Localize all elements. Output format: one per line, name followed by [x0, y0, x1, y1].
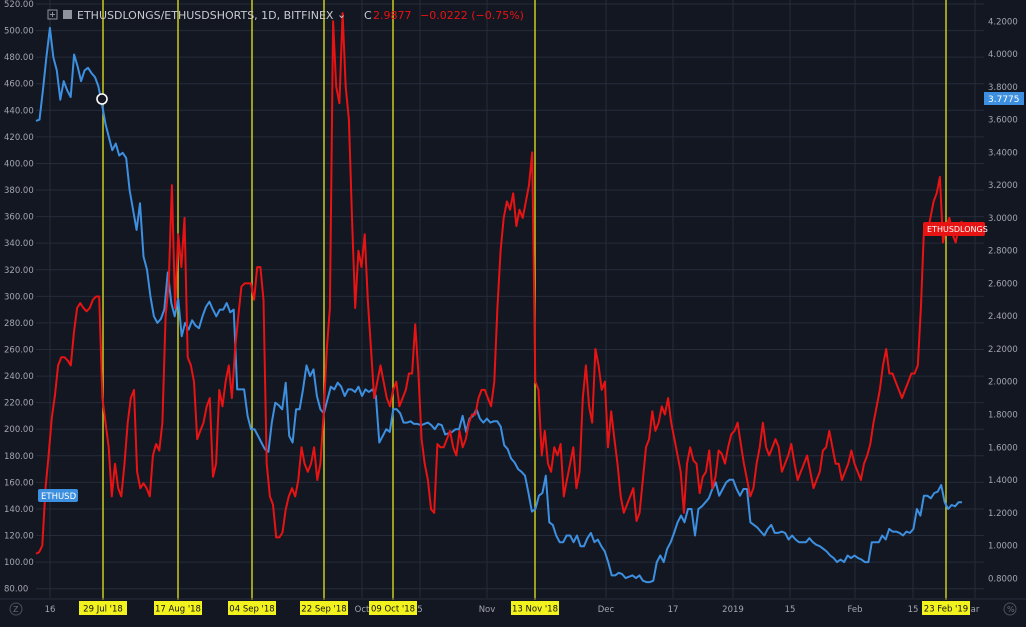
close-value: 2.9877 — [373, 9, 412, 22]
event-date-label: 09 Oct '18 — [371, 605, 415, 615]
zoom-button-circle[interactable] — [9, 602, 23, 616]
event-date-label: 22 Sep '18 — [301, 605, 346, 615]
time-axis-tick-label: Dec — [598, 605, 615, 615]
left-axis-tick-label: 460.00 — [4, 80, 34, 90]
scale-settings-circle[interactable] — [1003, 602, 1017, 616]
event-date-label-bg — [154, 601, 202, 615]
price-badge-bg — [984, 92, 1024, 105]
close-prefix: C — [364, 9, 372, 22]
time-axis-tick-label: 15 — [908, 605, 919, 615]
eye-square-icon[interactable] — [63, 10, 72, 19]
scale-settings-button[interactable]: % — [1003, 602, 1017, 616]
left-axis-tick-label: 160.00 — [4, 478, 34, 488]
time-axis-tick-label: 17 — [668, 605, 679, 615]
right-axis-tick-label: 4.0000 — [988, 50, 1018, 60]
event-date-label: 17 Aug '18 — [155, 605, 201, 615]
right-axis-tick-label: 4.2000 — [988, 17, 1018, 27]
right-axis-tick-label: 2.6000 — [988, 279, 1018, 289]
ethusd-badge-bg — [38, 489, 78, 502]
time-axis[interactable]: 16 Oct 5 Nov Dec 17 2019 15 Feb 15 ar 29 Jul '18 17 … — [0, 598, 1026, 615]
left-axis-tick-label: 380.00 — [4, 186, 34, 196]
left-axis-tick-label: 320.00 — [4, 266, 34, 276]
left-axis-tick-label: 280.00 — [4, 319, 34, 329]
left-axis-tick-label: 220.00 — [4, 399, 34, 409]
event-date-label: 29 Jul '18 — [83, 605, 123, 615]
left-axis-tick-label: 140.00 — [4, 505, 34, 515]
change-value: −0.0222 (−0.75%) — [420, 9, 524, 22]
zoom-button[interactable]: Z — [9, 602, 23, 616]
right-price-axis[interactable]: 0.8000 1.0000 1.2000 1.4000 1.6000 1.8000 2.00… — [988, 17, 1018, 584]
left-axis-tick-label: 200.00 — [4, 425, 34, 435]
right-axis-tick-label: 1.8000 — [988, 411, 1018, 421]
left-price-axis[interactable]: 80.00 100.00 120.00 140.00 160.00 180.00 200.0… — [4, 0, 34, 595]
right-axis-tick-label: 3.0000 — [988, 214, 1018, 224]
cursor-marker[interactable] — [96, 93, 108, 105]
event-date-label: 13 Nov '18 — [512, 605, 558, 615]
scale-settings-label: % — [1007, 605, 1015, 614]
ethusd-badge: ETHUSD — [38, 489, 78, 502]
series-layer — [35, 12, 963, 584]
left-axis-tick-label: 180.00 — [4, 452, 34, 462]
event-date-label-bg — [511, 601, 559, 615]
ethusd-series-line — [35, 26, 962, 584]
time-axis-tick-label: ar — [971, 605, 980, 615]
right-axis-tick-label: 2.2000 — [988, 345, 1018, 355]
time-axis-tick-label: 15 — [785, 605, 796, 615]
event-date-label-bg — [228, 601, 276, 615]
left-axis-tick-label: 240.00 — [4, 372, 34, 382]
left-axis-tick-label: 360.00 — [4, 213, 34, 223]
left-axis-tick-label: 260.00 — [4, 345, 34, 355]
time-axis-tick-label: 5 — [417, 605, 422, 615]
time-axis-tick-label: Nov — [479, 605, 496, 615]
left-axis-tick-label: 400.00 — [4, 159, 34, 169]
right-axis-tick-label: 1.6000 — [988, 443, 1018, 453]
right-axis-tick-label: 3.2000 — [988, 181, 1018, 191]
right-axis-tick-label: 1.4000 — [988, 476, 1018, 486]
time-axis-tick-label: Feb — [847, 605, 862, 615]
price-badge-label: 3.7775 — [988, 95, 1020, 105]
right-axis-tick-label: 3.6000 — [988, 116, 1018, 126]
ethusdlongs-series-line — [35, 12, 963, 555]
longs-badge: ETHUSDLONGS — [923, 222, 988, 236]
symbol-title[interactable]: ETHUSDLONGS/ETHUSDSHORTS, 1D, BITFINEX — [77, 9, 334, 22]
event-date-label-bg — [79, 601, 127, 615]
right-axis-tick-label: 2.4000 — [988, 312, 1018, 322]
left-axis-tick-label: 440.00 — [4, 106, 34, 116]
left-axis-tick-label: 520.00 — [4, 0, 34, 10]
right-axis-tick-label: 0.8000 — [988, 574, 1018, 584]
right-axis-tick-label: 2.8000 — [988, 247, 1018, 257]
left-axis-tick-label: 340.00 — [4, 239, 34, 249]
event-date-label-bg — [300, 601, 348, 615]
right-axis-tick-label: 1.2000 — [988, 509, 1018, 519]
right-axis-tick-label: 2.0000 — [988, 378, 1018, 388]
grid — [36, 0, 984, 598]
left-axis-tick-label: 100.00 — [4, 558, 34, 568]
event-date-label: 23 Feb '19 — [924, 605, 968, 615]
right-axis-tick-label: 1.0000 — [988, 542, 1018, 552]
ethusd-badge-label: ETHUSD — [41, 492, 77, 502]
time-axis-tick-label: Oct — [355, 605, 370, 615]
right-axis-tick-label: 3.8000 — [988, 83, 1018, 93]
left-axis-tick-label: 500.00 — [4, 27, 34, 37]
left-axis-tick-label: 300.00 — [4, 292, 34, 302]
left-axis-tick-label: 80.00 — [4, 585, 28, 595]
event-date-label-bg — [922, 601, 970, 615]
left-axis-tick-label: 480.00 — [4, 53, 34, 63]
left-axis-tick-label: 420.00 — [4, 133, 34, 143]
longs-badge-bg — [923, 222, 985, 236]
legend-header: ETHUSDLONGS/ETHUSDSHORTS, 1D, BITFINEX ⌄… — [47, 8, 524, 22]
time-axis-tick-label: 16 — [45, 605, 56, 615]
zoom-button-label: Z — [13, 605, 19, 614]
event-date-label-bg — [369, 601, 417, 615]
right-axis-tick-label: 3.4000 — [988, 148, 1018, 158]
chevron-down-icon[interactable]: ⌄ — [337, 8, 346, 21]
event-date-label: 04 Sep '18 — [229, 605, 274, 615]
time-axis-tick-label: 2019 — [722, 605, 744, 615]
longs-badge-label: ETHUSDLONGS — [927, 225, 988, 234]
left-axis-tick-label: 120.00 — [4, 532, 34, 542]
plus-square-icon[interactable] — [47, 9, 58, 20]
price-badge: 3.7775 — [984, 92, 1024, 105]
